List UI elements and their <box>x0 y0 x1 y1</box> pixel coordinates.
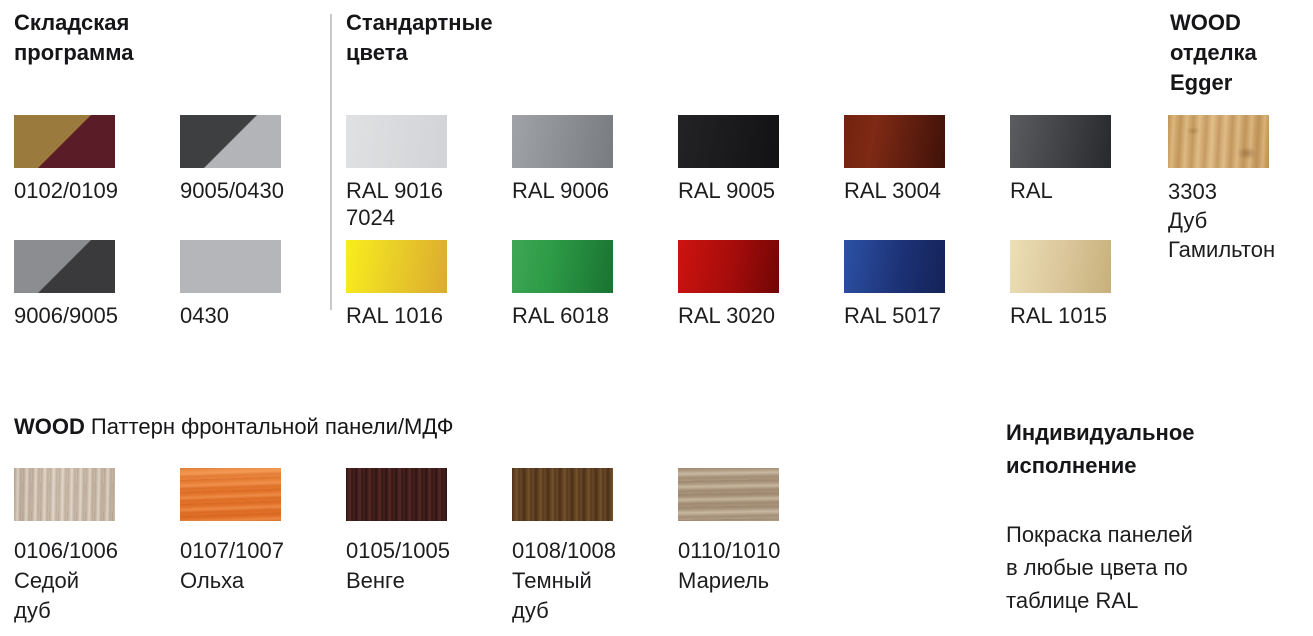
wood-pattern-title-rest: Паттерн фронтальной панели/МДФ <box>90 414 454 439</box>
swatch-label: RAL 5017 <box>844 303 942 328</box>
swatch-label: RAL 9005 <box>678 178 776 203</box>
swatch-item: 0106/1006 Седой дуб <box>14 468 118 626</box>
swatch-label: 9006/9005 <box>14 303 118 328</box>
warehouse-row-2: 9006/9005 0430 <box>14 240 281 329</box>
swatch-item: RAL 5017 <box>844 240 945 329</box>
swatch-item: RAL 6018 <box>512 240 613 329</box>
swatch-label: RAL 9006 <box>512 178 610 203</box>
color-swatch <box>512 115 613 168</box>
wood-swatch <box>678 468 779 521</box>
swatch-label: RAL 3004 <box>844 178 942 203</box>
swatch-item: RAL 9016 7024 <box>346 115 447 231</box>
swatch-label: 3303 Дуб Гамильтон <box>1168 179 1276 262</box>
custom-execution-section: Индивидуальное исполнение Покраска панел… <box>1006 416 1306 617</box>
warehouse-row-1: 0102/0109 9005/0430 <box>14 115 284 204</box>
wood-swatch <box>346 468 447 521</box>
warehouse-section-title: Складская программа <box>14 10 134 65</box>
color-swatch <box>678 115 779 168</box>
swatch-label: RAL 3020 <box>678 303 776 328</box>
swatch-label: RAL 6018 <box>512 303 610 328</box>
color-swatch <box>346 240 447 293</box>
color-swatch <box>1010 115 1111 168</box>
color-swatch <box>180 115 281 168</box>
wood-swatch <box>180 468 281 521</box>
standard-row-2: RAL 1016 RAL 6018 RAL 3020 RAL 5017 RAL … <box>346 240 1111 329</box>
swatch-label: RAL 1016 <box>346 303 444 328</box>
swatch-item: 9005/0430 <box>180 115 284 204</box>
swatch-label: 0105/1005 Венге <box>346 538 450 593</box>
color-swatch <box>844 240 945 293</box>
standard-section-title: Стандартные цвета <box>346 10 493 65</box>
swatch-label: 0110/1010 Мариель <box>678 538 781 593</box>
swatch-item: 0108/1008 Темный дуб <box>512 468 616 626</box>
color-swatch <box>512 240 613 293</box>
swatch-item: 0110/1010 Мариель <box>678 468 781 626</box>
swatch-item: RAL 1016 <box>346 240 447 329</box>
color-swatch <box>1010 240 1111 293</box>
swatch-item: 0430 <box>180 240 281 329</box>
swatch-item: RAL 3020 <box>678 240 779 329</box>
custom-execution-title: Индивидуальное исполнение <box>1006 420 1195 478</box>
swatch-item: RAL 3004 <box>844 115 945 231</box>
swatch-item: RAL 1015 <box>1010 240 1111 329</box>
wood-swatch <box>1168 115 1269 168</box>
color-swatch <box>14 240 115 293</box>
swatch-label: 0430 <box>180 303 229 328</box>
color-swatch <box>678 240 779 293</box>
swatch-item: 0105/1005 Венге <box>346 468 450 626</box>
swatch-label: 0108/1008 Темный дуб <box>512 538 616 623</box>
swatch-item: RAL 9005 <box>678 115 779 231</box>
wood-swatch <box>512 468 613 521</box>
swatch-item: 0107/1007 Ольха <box>180 468 284 626</box>
swatch-label: 0107/1007 Ольха <box>180 538 284 593</box>
swatch-item: RAL <box>1010 115 1111 231</box>
swatch-label: 0106/1006 Седой дуб <box>14 538 118 623</box>
custom-execution-text: Покраска панелей в любые цвета по таблиц… <box>1006 522 1193 613</box>
vertical-divider <box>330 14 332 310</box>
color-swatch <box>844 115 945 168</box>
wood-pattern-title-bold: WOOD <box>14 414 85 439</box>
wood-pattern-section-title: WOOD Паттерн фронтальной панели/МДФ <box>14 412 453 442</box>
swatch-label: 0102/0109 <box>14 178 118 203</box>
swatch-item: 9006/9005 <box>14 240 118 329</box>
standard-row-1: RAL 9016 7024 RAL 9006 RAL 9005 RAL 3004… <box>346 115 1111 231</box>
swatch-item: 3303 Дуб Гамильтон <box>1168 115 1276 264</box>
swatch-label: RAL 1015 <box>1010 303 1108 328</box>
wood-swatch <box>14 468 115 521</box>
color-swatch <box>346 115 447 168</box>
color-swatch <box>180 240 281 293</box>
swatch-label: 9005/0430 <box>180 178 284 203</box>
egger-section-title: WOOD отделка Egger <box>1170 10 1257 95</box>
swatch-label: RAL <box>1010 178 1053 203</box>
swatch-item: RAL 9006 <box>512 115 613 231</box>
color-swatch <box>14 115 115 168</box>
swatch-item: 0102/0109 <box>14 115 118 204</box>
swatch-label: RAL 9016 7024 <box>346 178 444 230</box>
wood-pattern-row: 0106/1006 Седой дуб 0107/1007 Ольха 0105… <box>14 468 781 626</box>
